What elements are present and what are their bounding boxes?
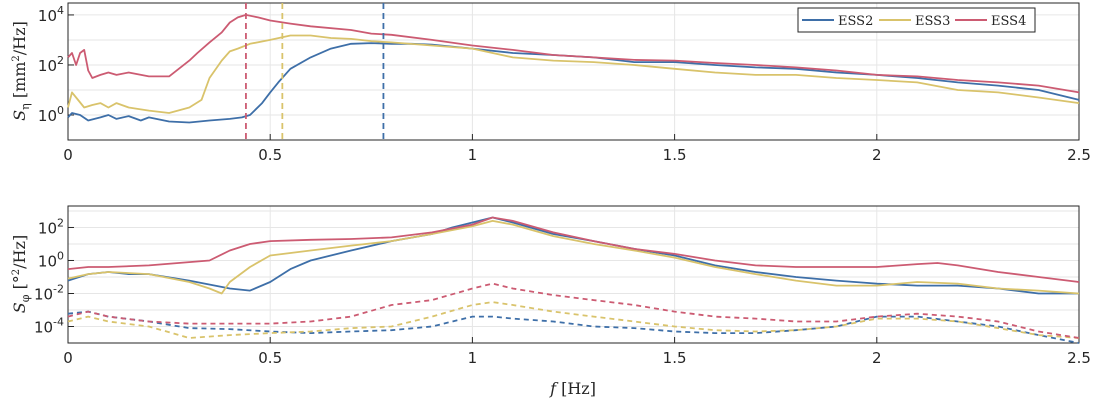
top-xtick-label: 2.5 [1067, 146, 1091, 164]
bottom-ytick-label: 100 [38, 249, 64, 270]
bottom-panel: 0 0.5 1 1.5 2 2.5 10-4 10-2 100 102 Sφ [°2/Hz] f … [10, 205, 1091, 398]
top-series-ess2 [67, 42, 1080, 124]
bottom-ticks: 0 0.5 1 1.5 2 2.5 10-4 10-2 100 102 [34, 216, 1091, 367]
bottom-ytick-label: 10-2 [34, 282, 64, 303]
top-xtick-label: 2 [872, 146, 882, 164]
bottom-plot-frame [67, 205, 1080, 344]
top-panel: 0 0.5 1 1.5 2 2.5 100 102 104 Sη [mm2/Hz] ESS2 E… [10, 2, 1091, 164]
top-ytick-label: 102 [38, 54, 64, 75]
bottom-series-ess2-dashed [67, 310, 1080, 344]
bottom-xtick-label: 0.5 [258, 349, 282, 367]
top-xtick-label: 0.5 [258, 146, 282, 164]
bottom-series [67, 216, 1080, 344]
bottom-xtick-label: 0 [63, 349, 73, 367]
bottom-ytick-label: 102 [38, 216, 64, 237]
bottom-series-ess3-dashed [67, 301, 1080, 339]
top-ytick-label: 104 [38, 4, 64, 25]
bottom-ytick-label: 10-4 [34, 315, 64, 336]
top-ylabel: Sη [mm2/Hz] [10, 21, 32, 121]
bottom-xtick-label: 1.5 [663, 349, 687, 367]
bottom-series-ess2 [67, 216, 1079, 295]
bottom-xtick-label: 2.5 [1067, 349, 1091, 367]
legend: ESS2 ESS3 ESS4 [797, 7, 1036, 33]
top-xtick-label: 1 [468, 146, 478, 164]
bottom-xtick-label: 2 [872, 349, 882, 367]
legend-box [797, 7, 1036, 33]
top-xtick-label: 1.5 [663, 146, 687, 164]
bottom-grid [68, 206, 1079, 344]
top-series-ess3 [67, 34, 1080, 114]
bottom-series-ess3 [67, 220, 1080, 295]
bottom-ylabel: Sφ [°2/Hz] [10, 235, 32, 313]
bottom-series-ess4 [67, 216, 1080, 283]
top-xtick-label: 0 [63, 146, 73, 164]
top-ytick-label: 100 [38, 104, 64, 125]
top-plot-frame [67, 2, 1080, 141]
legend-label-ess2: ESS2 [838, 14, 873, 29]
legend-label-ess3: ESS3 [915, 14, 950, 29]
top-series [67, 14, 1080, 124]
legend-label-ess4: ESS4 [991, 14, 1026, 29]
top-series-ess4 [67, 14, 1080, 94]
bottom-series-ess4-dashed [67, 282, 1080, 339]
top-ticks: 0 0.5 1 1.5 2 2.5 100 102 104 [38, 4, 1091, 164]
bottom-xtick-label: 1 [468, 349, 478, 367]
bottom-xlabel: f [Hz] [549, 379, 596, 398]
top-vlines [245, 3, 385, 140]
